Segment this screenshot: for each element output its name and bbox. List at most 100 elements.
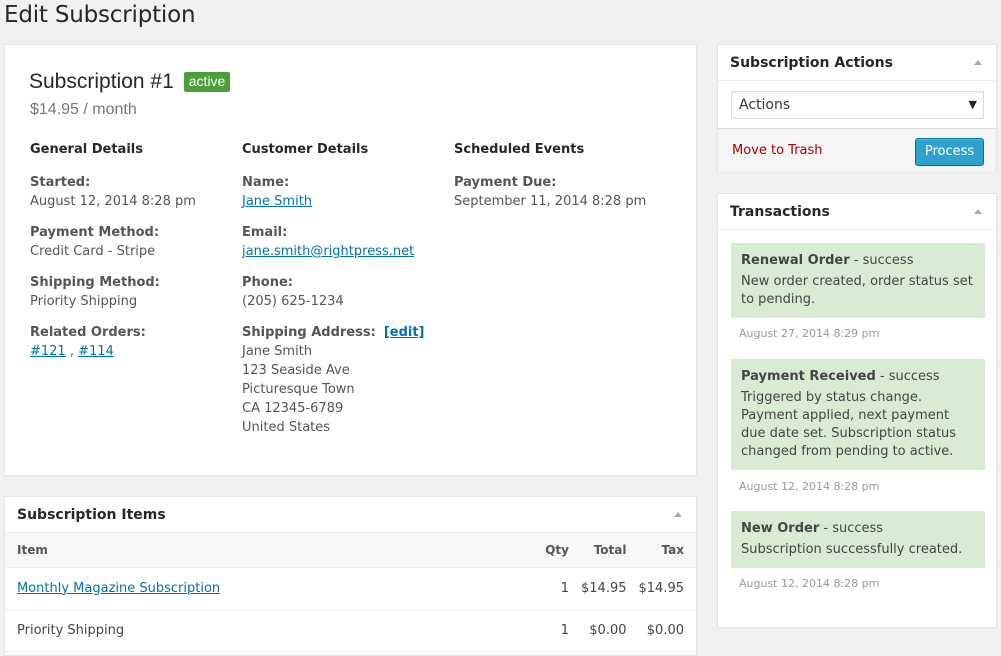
edit-address-link[interactable]: [edit] — [383, 325, 425, 340]
shipping-method-label: Shipping Method: — [30, 275, 160, 290]
item-cell: Monthly Magazine Subscription — [5, 567, 531, 610]
status-badge: active — [183, 72, 231, 92]
transaction-date: August 12, 2014 8:28 pm — [739, 577, 880, 590]
started-field: Started: August 12, 2014 8:28 pm — [30, 173, 230, 211]
transaction-note-status: - success — [849, 253, 914, 268]
subscription-actions-header[interactable]: Subscription Actions — [718, 45, 996, 81]
subscription-actions-panel: Subscription Actions Actions ▼ Move to T… — [717, 44, 997, 172]
process-button[interactable]: Process — [915, 138, 984, 166]
page-title: Edit Subscription — [4, 2, 196, 28]
related-orders-list: #121 , #114 — [30, 342, 230, 361]
subscription-details-panel: Subscription #1 active $14.95 / month Ge… — [4, 44, 697, 476]
subscription-title: Subscription #1 — [29, 70, 174, 93]
caret-up-icon[interactable] — [674, 512, 682, 517]
transactions-header[interactable]: Transactions — [718, 194, 996, 230]
customer-name-label: Name: — [242, 175, 290, 190]
transaction-date: August 27, 2014 8:29 pm — [739, 327, 880, 340]
customer-email-label: Email: — [242, 225, 288, 240]
item-link[interactable]: Monthly Magazine Subscription — [17, 580, 221, 596]
scheduled-events-heading: Scheduled Events — [454, 142, 585, 157]
payment-method-value: Credit Card - Stripe — [30, 244, 156, 259]
transaction-date: August 12, 2014 8:28 pm — [739, 480, 880, 493]
payment-method-label: Payment Method: — [30, 225, 160, 240]
transaction-note: Payment Received - success Triggered by … — [731, 359, 985, 470]
address-line: 123 Seaside Ave — [242, 363, 350, 378]
tax-cell: $14.95 — [638, 567, 696, 610]
qty-cell: 1 — [531, 567, 581, 610]
move-to-trash-link[interactable]: Move to Trash — [732, 143, 823, 158]
transaction-note-title: New Order — [741, 521, 820, 536]
total-cell: $0.00 — [581, 609, 639, 652]
customer-details-column: Customer Details Name: Jane Smith Email:… — [242, 142, 442, 449]
transaction-note-status: - success — [819, 521, 884, 536]
transactions-title: Transactions — [730, 204, 830, 220]
table-row: Monthly Magazine Subscription 1 $14.95 $… — [5, 567, 696, 610]
shipping-address-label: Shipping Address: — [242, 325, 376, 340]
transactions-panel: Transactions Renewal Order - success New… — [717, 193, 997, 628]
caret-up-icon[interactable] — [974, 60, 982, 65]
customer-email-field: Email: jane.smith@rightpress.net — [242, 223, 442, 261]
customer-phone-label: Phone: — [242, 275, 293, 290]
actions-select[interactable]: Actions ▼ — [731, 91, 984, 119]
subscription-price: $14.95 / month — [30, 101, 137, 118]
transaction-note-text: Triggered by status change. Payment appl… — [741, 390, 957, 459]
shipping-method-field: Shipping Method: Priority Shipping — [30, 273, 230, 311]
actions-footer: Move to Trash Process — [718, 128, 996, 172]
customer-phone-value: (205) 625-1234 — [242, 294, 344, 309]
customer-phone-field: Phone: (205) 625-1234 — [242, 273, 442, 311]
subscription-items-panel: Subscription Items Item Qty Total Tax Mo… — [4, 496, 697, 656]
subscription-heading: Subscription #1 active — [29, 70, 231, 94]
column-header-item: Item — [5, 533, 531, 568]
address-line: United States — [242, 420, 331, 435]
caret-down-icon: ▼ — [968, 98, 977, 111]
general-details-heading: General Details — [30, 142, 143, 157]
column-header-tax: Tax — [638, 533, 696, 568]
qty-cell: 1 — [531, 609, 581, 652]
address-line: Jane Smith — [242, 344, 313, 359]
payment-method-field: Payment Method: Credit Card - Stripe — [30, 223, 230, 261]
transaction-note-status: - success — [875, 369, 940, 384]
shipping-method-value: Priority Shipping — [30, 294, 138, 309]
transaction-note-text: New order created, order status set to p… — [741, 274, 973, 307]
customer-name-link[interactable]: Jane Smith — [242, 194, 313, 209]
transaction-note-title-row: Renewal Order - success — [741, 252, 975, 270]
related-orders-field: Related Orders: #121 , #114 — [30, 323, 230, 361]
subscription-items-title: Subscription Items — [17, 507, 166, 523]
started-label: Started: — [30, 175, 91, 190]
items-table-header: Item Qty Total Tax — [5, 533, 696, 568]
transaction-note-title: Renewal Order — [741, 253, 850, 268]
scheduled-events-column: Scheduled Events Payment Due: September … — [454, 142, 654, 223]
customer-details-heading: Customer Details — [242, 142, 369, 157]
subscription-actions-title: Subscription Actions — [730, 55, 893, 71]
customer-name-field: Name: Jane Smith — [242, 173, 442, 211]
table-row: Priority Shipping 1 $0.00 $0.00 — [5, 609, 696, 652]
related-orders-label: Related Orders: — [30, 325, 146, 340]
transaction-note-text: Subscription successfully created. — [741, 542, 963, 557]
tax-cell: $0.00 — [638, 609, 696, 652]
column-header-qty: Qty — [531, 533, 581, 568]
payment-due-label: Payment Due: — [454, 175, 557, 190]
customer-email-link[interactable]: jane.smith@rightpress.net — [242, 244, 415, 259]
column-header-total: Total — [581, 533, 639, 568]
subscription-items-header[interactable]: Subscription Items — [5, 497, 696, 533]
caret-up-icon[interactable] — [974, 209, 982, 214]
address-line: CA 12345-6789 — [242, 401, 344, 416]
related-order-link[interactable]: #114 — [78, 344, 114, 359]
transaction-note: Renewal Order - success New order create… — [731, 243, 985, 318]
shipping-address-label-row: Shipping Address: [edit] — [242, 323, 442, 342]
transaction-note-title: Payment Received — [741, 369, 876, 384]
general-details-column: General Details Started: August 12, 2014… — [30, 142, 230, 373]
transaction-note-title-row: New Order - success — [741, 520, 975, 538]
transaction-note: New Order - success Subscription success… — [731, 511, 985, 568]
shipping-address-field: Shipping Address: [edit] Jane Smith 123 S… — [242, 323, 442, 437]
transaction-note-title-row: Payment Received - success — [741, 368, 975, 386]
payment-due-value: September 11, 2014 8:28 pm — [454, 194, 647, 209]
item-cell: Priority Shipping — [5, 609, 531, 652]
related-orders-separator: , — [65, 344, 79, 359]
items-table: Item Qty Total Tax Monthly Magazine Subs… — [5, 533, 696, 652]
total-cell: $14.95 — [581, 567, 639, 610]
actions-select-value: Actions — [739, 97, 791, 113]
started-value: August 12, 2014 8:28 pm — [30, 194, 196, 209]
related-order-link[interactable]: #121 — [30, 344, 66, 359]
payment-due-field: Payment Due: September 11, 2014 8:28 pm — [454, 173, 654, 211]
